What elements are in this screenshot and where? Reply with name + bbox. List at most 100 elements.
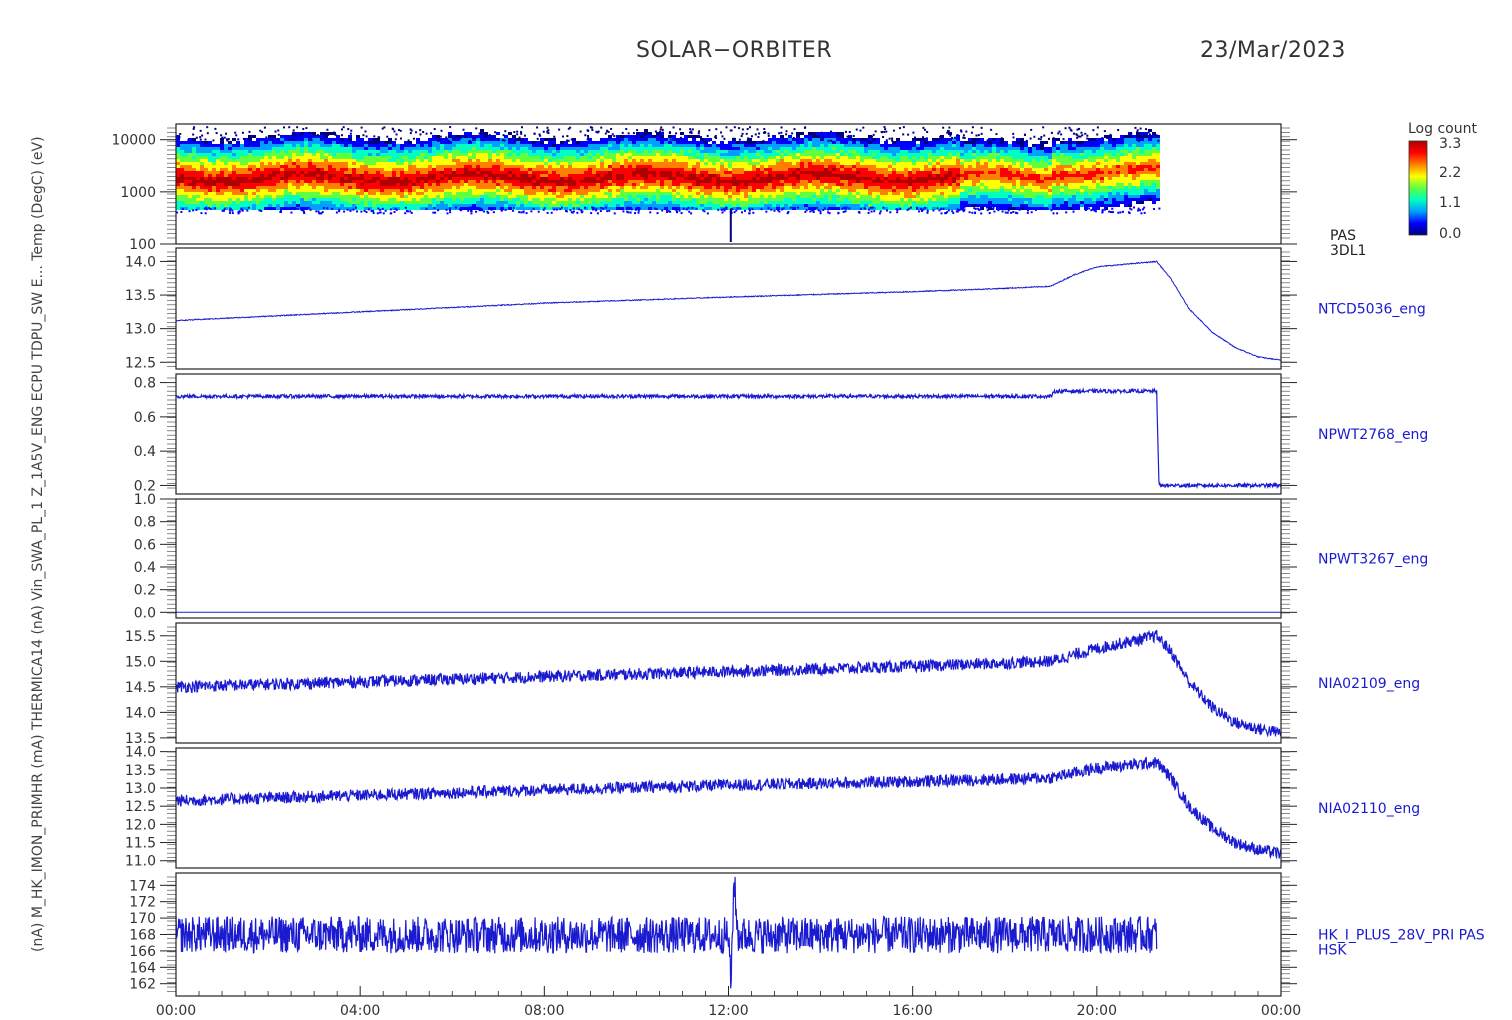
heatmap-cell <box>840 153 844 156</box>
heatmap-cell <box>244 201 248 204</box>
heatmap-cell <box>456 195 460 198</box>
heatmap-cell <box>636 135 640 138</box>
heatmap-cell <box>588 189 592 192</box>
heatmap-cell <box>264 192 268 195</box>
heatmap-cell <box>360 177 364 180</box>
heatmap-cell <box>548 162 552 165</box>
heatmap-cell <box>824 171 828 174</box>
heatmap-cell <box>636 183 640 186</box>
heatmap-cell <box>192 162 196 165</box>
heatmap-cell <box>584 204 588 207</box>
heatmap-cell <box>700 150 704 153</box>
heatmap-cell <box>596 159 600 162</box>
heatmap-cell <box>924 171 928 174</box>
heatmap-cell <box>524 153 528 156</box>
heatmap-cell <box>936 147 940 150</box>
heatmap-cell <box>408 195 412 198</box>
heatmap-cell <box>308 153 312 156</box>
heatmap-cell <box>544 156 548 159</box>
heatmap-cell <box>300 189 304 192</box>
heatmap-cell <box>916 159 920 162</box>
heatmap-cell <box>356 165 360 168</box>
heatmap-cell <box>380 192 384 195</box>
heatmap-cell <box>956 189 960 192</box>
heatmap-cell <box>308 138 312 141</box>
heatmap-cell <box>616 186 620 189</box>
heatmap-cell <box>724 150 728 153</box>
heatmap-cell <box>324 174 328 177</box>
heatmap-cell <box>916 186 920 189</box>
heatmap-cell <box>944 141 948 144</box>
heatmap-cell <box>892 144 896 147</box>
heatmap-cell <box>548 141 552 144</box>
heatmap-cell <box>456 147 460 150</box>
heatmap-cell <box>952 177 956 180</box>
heatmap-cell <box>968 147 972 150</box>
heatmap-cell <box>848 195 852 198</box>
heatmap-cell <box>436 174 440 177</box>
heatmap-cell <box>348 162 352 165</box>
heatmap-cell <box>820 162 824 165</box>
heatmap-cell <box>988 177 992 180</box>
heatmap-cell <box>736 189 740 192</box>
heatmap-cell <box>288 141 292 144</box>
heatmap-cell <box>744 177 748 180</box>
heatmap-cell <box>856 183 860 186</box>
heatmap-cell <box>988 162 992 165</box>
heatmap-cell <box>580 183 584 186</box>
heatmap-cell <box>784 195 788 198</box>
heatmap-cell <box>652 186 656 189</box>
heatmap-cell <box>608 189 612 192</box>
heatmap-cell <box>384 195 388 198</box>
heatmap-cell <box>192 189 196 192</box>
heatmap-cell <box>752 171 756 174</box>
heatmap-cell <box>192 201 196 204</box>
heatmap-cell <box>548 153 552 156</box>
heatmap-cell <box>524 195 528 198</box>
heatmap-cell <box>304 147 308 150</box>
heatmap-cell <box>912 162 916 165</box>
heatmap-cell <box>660 198 664 201</box>
heatmap-cell <box>192 207 196 210</box>
heatmap-cell <box>528 171 532 174</box>
heatmap-cell <box>928 195 932 198</box>
heatmap-cell <box>772 159 776 162</box>
heatmap-cell <box>528 168 532 171</box>
heatmap-cell <box>764 201 768 204</box>
heatmap-cell <box>252 180 256 183</box>
heatmap-cell <box>252 189 256 192</box>
heatmap-cell <box>548 156 552 159</box>
heatmap-cell <box>636 180 640 183</box>
heatmap-cell <box>364 156 368 159</box>
heatmap-cell <box>492 174 496 177</box>
heatmap-cell <box>996 171 1000 174</box>
heatmap-cell <box>412 198 416 201</box>
heatmap-cell <box>412 144 416 147</box>
heatmap-cell <box>736 147 740 150</box>
heatmap-cell <box>900 162 904 165</box>
heatmap-cell <box>364 171 368 174</box>
heatmap-cell <box>404 198 408 201</box>
heatmap-cell <box>620 192 624 195</box>
heatmap-cell <box>340 204 344 207</box>
heatmap-cell <box>996 204 1000 207</box>
heatmap-cell <box>596 183 600 186</box>
heatmap-cell <box>892 192 896 195</box>
heatmap-cell <box>620 165 624 168</box>
heatmap-cell <box>296 159 300 162</box>
heatmap-cell <box>544 147 548 150</box>
heatmap-cell <box>632 147 636 150</box>
heatmap-cell <box>212 171 216 174</box>
heatmap-cell <box>316 186 320 189</box>
heatmap-cell <box>928 168 932 171</box>
heatmap-cell <box>728 141 732 144</box>
heatmap-cell <box>560 177 564 180</box>
heatmap-cell <box>484 162 488 165</box>
heatmap-cell <box>636 189 640 192</box>
heatmap-cell <box>192 153 196 156</box>
heatmap-cell <box>532 192 536 195</box>
heatmap-cell <box>316 165 320 168</box>
heatmap-cell <box>908 150 912 153</box>
heatmap-cell <box>544 165 548 168</box>
heatmap-cell <box>932 165 936 168</box>
